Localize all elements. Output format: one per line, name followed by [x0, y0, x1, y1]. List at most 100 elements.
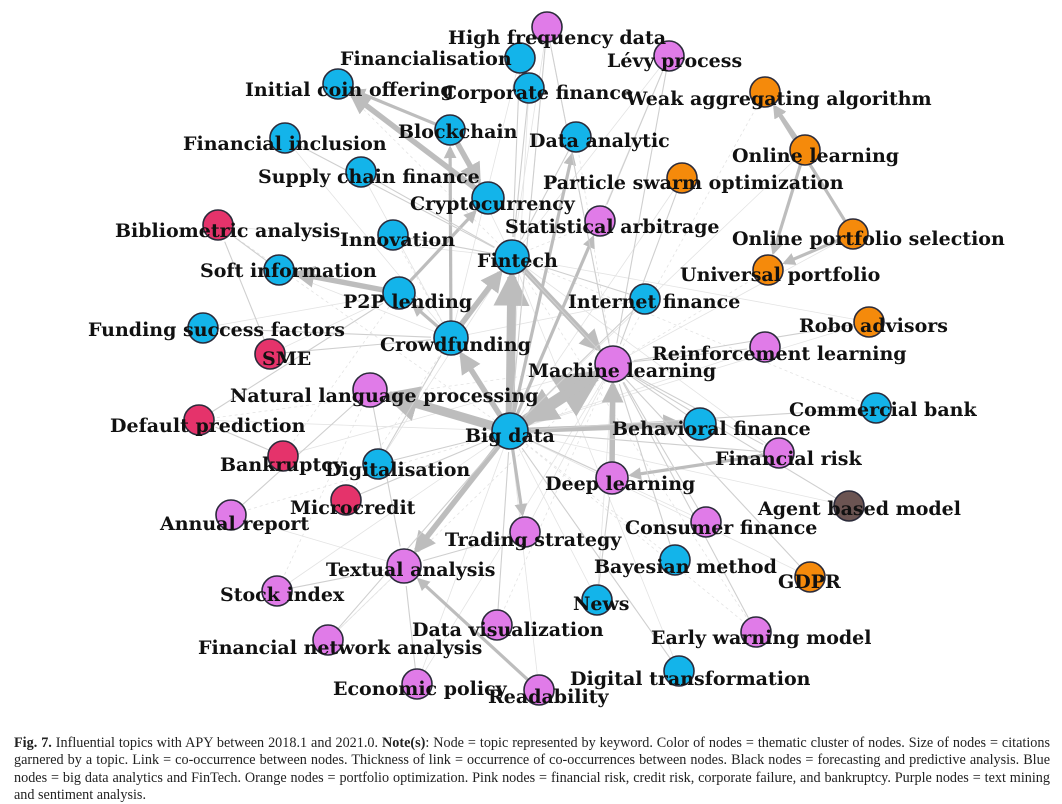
label-weak-aggregating-algorithm: Weak aggregating algorithm: [625, 88, 932, 110]
label-particle-swarm-optimization: Particle swarm optimization: [543, 172, 844, 194]
node-agent-based-model: [833, 490, 865, 522]
edge-big-data-to-natural-language-processing: [382, 386, 494, 431]
node-economic-policy: [401, 668, 433, 700]
edge-levy-process-to-machine-learning: [616, 70, 667, 344]
node-gdpr: [794, 561, 826, 593]
edge-deep-learning-to-big-data: [528, 439, 598, 472]
edge-p2p-lending-to-cryptocurrency: [408, 210, 477, 283]
node-financial-inclusion: [269, 122, 301, 154]
node-soft-information: [263, 254, 295, 286]
edge-cryptocurrency-to-initial-coin-offering: [348, 92, 477, 191]
edge-internet-finance-to-big-data: [524, 309, 635, 417]
edge-readability-to-textual-analysis: [416, 577, 530, 682]
node-universal-portfolio: [752, 254, 784, 286]
node-news: [581, 584, 613, 616]
label-reinforcement-learning: Reinforcement learning: [652, 343, 907, 365]
edge-big-data-to-textual-analysis: [413, 443, 502, 554]
label-deep-learning: Deep learning: [545, 473, 695, 495]
node-readability: [523, 674, 555, 706]
edges-layer: [198, 26, 877, 691]
node-corporate-finance: [513, 72, 545, 104]
edge-behavioral-finance-to-machine-learning: [629, 375, 688, 416]
node-fintech: [494, 239, 530, 275]
label-blockchain: Blockchain: [398, 121, 518, 143]
edge-economic-policy-to-textual-analysis: [405, 585, 416, 670]
mesh-edge-high-frequency-data-fintech: [511, 26, 548, 258]
label-financial-risk: Financial risk: [715, 448, 863, 470]
node-bankruptcy: [267, 440, 299, 472]
node-digitalisation: [362, 448, 394, 480]
mesh-edge-economic-policy-big-data: [416, 430, 511, 685]
label-levy-process: Lévy process: [607, 50, 742, 72]
node-data-analytic: [560, 121, 592, 153]
label-cryptocurrency: Cryptocurrency: [410, 193, 576, 215]
edge-financial-network-analysis-to-big-data: [337, 446, 497, 630]
mesh-edge-initial-coin-offering-fintech: [337, 83, 513, 258]
node-statistical-arbitrage: [584, 205, 616, 237]
label-bayesian-method: Bayesian method: [594, 556, 777, 578]
node-commercial-bank: [860, 392, 892, 424]
node-levy-process: [653, 40, 685, 72]
edge-financial-risk-to-deep-learning: [628, 453, 765, 481]
node-internet-finance: [629, 283, 661, 315]
edge-crowdfunding-to-p2p-lending: [411, 303, 440, 329]
label-supply-chain-finance: Supply chain finance: [258, 166, 480, 188]
edge-machine-learning-to-big-data: [521, 370, 601, 424]
label-bibliometric-analysis: Bibliometric analysis: [115, 220, 340, 242]
label-early-warning-model: Early warning model: [651, 627, 871, 649]
edge-digitalisation-to-crowdfunding: [385, 355, 442, 452]
mesh-edge-annual-report-textual-analysis: [230, 514, 405, 567]
edge-p2p-lending-to-soft-information: [292, 265, 384, 293]
mesh-edge-weak-aggregating-algorithm-machine-learning: [612, 91, 766, 365]
label-universal-portfolio: Universal portfolio: [680, 264, 880, 286]
label-soft-information: Soft information: [200, 260, 377, 282]
label-p2p-lending: P2P lending: [343, 291, 472, 313]
edge-default-prediction-to-p2p-lending: [211, 302, 384, 413]
label-stock-index: Stock index: [220, 584, 345, 606]
label-news: News: [573, 593, 630, 615]
label-financialisation: Financialisation: [340, 48, 512, 70]
edge-particle-swarm-optimization-to-machine-learning: [619, 191, 678, 345]
node-default-prediction: [183, 404, 215, 436]
node-digital-transformation: [663, 655, 695, 687]
edge-trading-strategy-to-textual-analysis: [423, 535, 511, 562]
label-funding-success-factors: Funding success factors: [88, 319, 345, 341]
edge-financialisation-to-fintech: [512, 72, 520, 238]
label-internet-finance: Internet finance: [568, 291, 740, 313]
node-p2p-lending: [382, 276, 416, 310]
edge-big-data-to-data-analytic: [512, 152, 577, 414]
figure-number: Fig. 7.: [14, 735, 52, 751]
edge-bankruptcy-to-default-prediction: [215, 426, 270, 451]
node-initial-coin-offering: [322, 68, 354, 100]
mesh-edge-default-prediction-big-data: [198, 419, 511, 432]
node-financialisation: [504, 42, 536, 74]
label-financial-network-analysis: Financial network analysis: [198, 637, 482, 659]
mesh-edge-robo-advisors-fintech: [511, 256, 870, 323]
node-microcredit: [330, 484, 362, 516]
label-sme: SME: [262, 348, 311, 370]
node-particle-swarm-optimization: [666, 162, 698, 194]
label-economic-policy: Economic policy: [333, 678, 508, 700]
node-trading-strategy: [509, 516, 541, 548]
edge-corporate-finance-to-fintech: [513, 102, 529, 238]
node-innovation: [377, 219, 409, 251]
edge-blockchain-to-cryptocurrency: [454, 141, 482, 186]
node-big-data: [491, 412, 529, 450]
node-funding-success-factors: [187, 312, 219, 344]
note-label: Note(s): [382, 735, 426, 751]
label-high-frequency-data: High frequency data: [448, 27, 666, 49]
mesh-edge-digital-transformation-fintech: [511, 256, 680, 672]
edge-internet-finance-to-fintech: [530, 262, 631, 296]
node-supply-chain-finance: [345, 156, 377, 188]
edge-gdpr-to-fintech: [525, 271, 801, 567]
label-trading-strategy: Trading strategy: [445, 529, 622, 551]
node-high-frequency-data: [531, 11, 563, 43]
edge-big-data-to-crowdfunding: [459, 351, 503, 418]
label-bankruptcy: Bankruptcy: [220, 454, 345, 476]
label-data-analytic: Data analytic: [529, 130, 670, 152]
edge-financial-inclusion-to-fintech: [298, 144, 495, 249]
label-data-visualization: Data visualization: [412, 619, 604, 641]
label-financial-inclusion: Financial inclusion: [183, 133, 387, 155]
mesh-edge-universal-portfolio-machine-learning: [612, 269, 769, 365]
